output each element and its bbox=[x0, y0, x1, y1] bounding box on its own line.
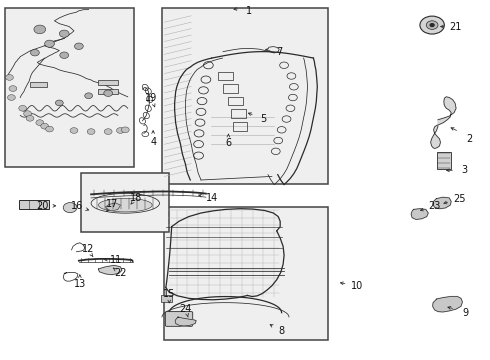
Circle shape bbox=[74, 43, 83, 49]
Text: 21: 21 bbox=[449, 22, 461, 32]
Circle shape bbox=[426, 21, 438, 30]
Text: 18: 18 bbox=[130, 193, 143, 203]
Text: 20: 20 bbox=[36, 201, 49, 211]
Circle shape bbox=[430, 24, 434, 27]
Bar bbox=[437, 152, 451, 169]
Bar bbox=[161, 295, 171, 302]
Text: 23: 23 bbox=[428, 201, 441, 211]
Ellipse shape bbox=[98, 198, 152, 212]
Text: 11: 11 bbox=[110, 255, 122, 265]
Bar bbox=[19, 201, 49, 210]
Text: 6: 6 bbox=[225, 139, 231, 148]
Polygon shape bbox=[433, 197, 451, 209]
Circle shape bbox=[60, 52, 69, 58]
Text: 22: 22 bbox=[114, 268, 126, 278]
Circle shape bbox=[7, 95, 15, 100]
Circle shape bbox=[34, 25, 46, 34]
Circle shape bbox=[122, 127, 129, 133]
Text: 3: 3 bbox=[462, 165, 468, 175]
Circle shape bbox=[41, 123, 49, 129]
Text: 10: 10 bbox=[351, 281, 364, 291]
Text: 2: 2 bbox=[466, 134, 473, 144]
Bar bbox=[223, 84, 238, 93]
Bar bbox=[162, 8, 328, 184]
Polygon shape bbox=[411, 209, 428, 220]
Bar bbox=[98, 80, 118, 85]
Polygon shape bbox=[431, 97, 456, 148]
Bar bbox=[98, 89, 118, 94]
Circle shape bbox=[24, 111, 31, 117]
Bar bbox=[4, 8, 134, 167]
Circle shape bbox=[104, 90, 113, 96]
Circle shape bbox=[85, 93, 93, 99]
Polygon shape bbox=[98, 265, 122, 275]
Bar bbox=[228, 97, 243, 105]
Text: 12: 12 bbox=[81, 244, 94, 254]
Bar bbox=[218, 72, 233, 80]
Text: 13: 13 bbox=[74, 279, 86, 289]
Circle shape bbox=[45, 40, 54, 47]
Circle shape bbox=[30, 49, 39, 56]
Text: 4: 4 bbox=[150, 138, 156, 147]
Circle shape bbox=[46, 126, 53, 132]
Circle shape bbox=[87, 129, 95, 134]
Text: 9: 9 bbox=[463, 308, 469, 318]
Polygon shape bbox=[433, 297, 463, 312]
Circle shape bbox=[59, 30, 69, 37]
Circle shape bbox=[55, 100, 63, 106]
Bar bbox=[30, 82, 47, 87]
Text: 7: 7 bbox=[276, 46, 282, 57]
Circle shape bbox=[19, 105, 26, 111]
Circle shape bbox=[9, 86, 17, 91]
Circle shape bbox=[420, 16, 444, 34]
Bar bbox=[233, 122, 247, 131]
Text: 24: 24 bbox=[179, 304, 192, 314]
Circle shape bbox=[117, 128, 124, 134]
Text: 17: 17 bbox=[106, 199, 118, 209]
FancyBboxPatch shape bbox=[165, 312, 193, 326]
Circle shape bbox=[104, 129, 112, 134]
Circle shape bbox=[26, 116, 34, 121]
Text: 19: 19 bbox=[145, 93, 157, 103]
Polygon shape bbox=[106, 203, 121, 211]
Text: 16: 16 bbox=[71, 201, 83, 211]
Bar bbox=[81, 173, 169, 232]
Circle shape bbox=[36, 120, 44, 126]
Text: 1: 1 bbox=[246, 6, 252, 17]
Text: 25: 25 bbox=[454, 194, 466, 204]
Text: 14: 14 bbox=[206, 193, 219, 203]
Circle shape bbox=[70, 128, 78, 134]
Circle shape bbox=[63, 203, 77, 213]
Polygon shape bbox=[175, 317, 196, 326]
Bar bbox=[231, 109, 246, 118]
Text: 5: 5 bbox=[260, 114, 266, 124]
Text: 8: 8 bbox=[279, 326, 285, 336]
Text: 15: 15 bbox=[163, 289, 175, 299]
Bar bbox=[164, 207, 328, 339]
Circle shape bbox=[5, 75, 13, 80]
